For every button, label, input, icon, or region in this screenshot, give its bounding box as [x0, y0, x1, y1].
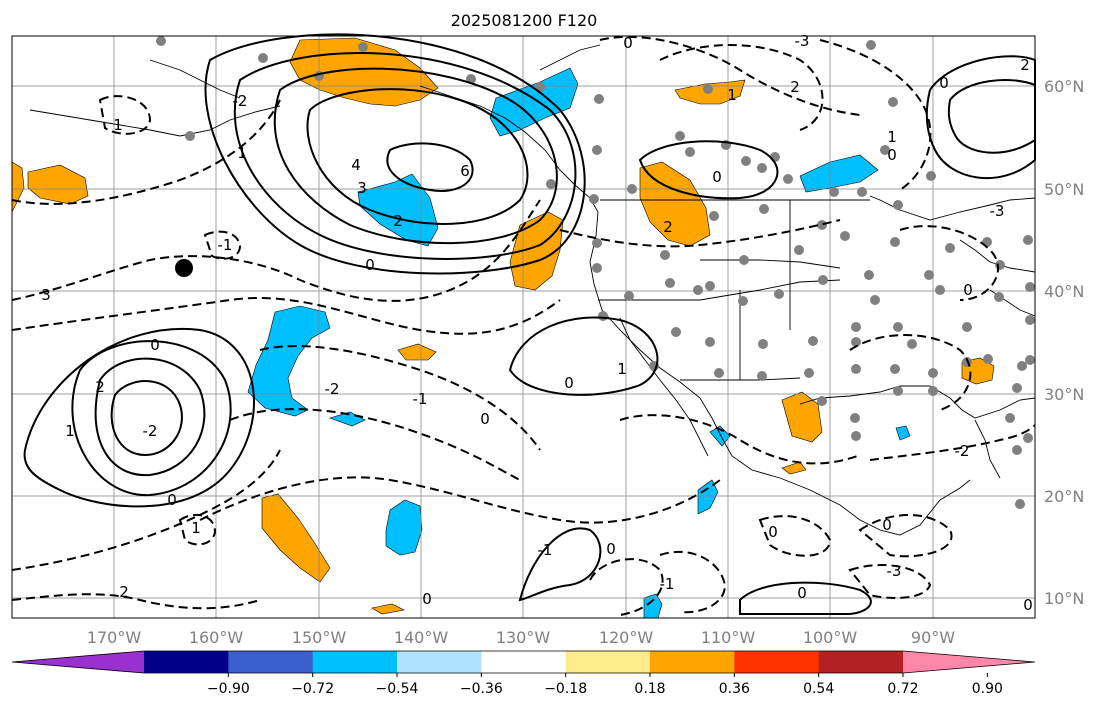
- contour-label: 1: [617, 360, 627, 378]
- colorbar-segment: [481, 651, 567, 673]
- lon-label: 140°W: [394, 628, 449, 647]
- colorbar-tick-label: 0.36: [719, 681, 750, 697]
- lat-label: 30°N: [1044, 385, 1084, 404]
- contour-label: 0: [167, 491, 177, 509]
- contour-label: 0: [882, 516, 892, 534]
- contour-label: 0: [712, 168, 722, 186]
- contour-label: 0: [606, 540, 616, 558]
- colorbar-tick-label: 0.72: [887, 681, 918, 697]
- lat-label: 40°N: [1044, 282, 1084, 301]
- colorbar-segment: [397, 651, 482, 673]
- colorbar-tick-label: −0.90: [207, 681, 250, 697]
- colorbar-tick-label: −0.36: [460, 681, 503, 697]
- contour-label: 1: [65, 422, 75, 440]
- contour-label: 2: [95, 378, 105, 396]
- latitude-labels: 60°N 50°N 40°N 30°N 20°N 10°N: [1044, 77, 1084, 608]
- colorbar-tick-label: 0.18: [634, 681, 665, 697]
- contour-labels: 0 -3 2 1 0 4 3 2 6 -2 1 -1 0 3 2 1 0 -2 …: [41, 32, 1033, 614]
- contour-label: -2: [955, 442, 970, 460]
- contour-label: -3: [990, 202, 1005, 220]
- contour-label: 0: [1023, 596, 1033, 614]
- colorbar-tick-label: 0.54: [803, 681, 834, 697]
- contour-label: -2: [325, 380, 340, 398]
- map-panel: 0 -3 2 1 0 4 3 2 6 -2 1 -1 0 3 2 1 0 -2 …: [11, 32, 1036, 619]
- lon-label: 130°W: [496, 628, 551, 647]
- contour-label: 0: [768, 523, 778, 541]
- contour-label: 0: [480, 410, 490, 428]
- contour-label: 3: [41, 286, 51, 304]
- lat-label: 50°N: [1044, 180, 1084, 199]
- colorbar-segment: [734, 651, 820, 673]
- contour-label: 3: [357, 179, 367, 197]
- dashed-contours: [11, 35, 1036, 616]
- contour-label: -1: [218, 236, 233, 254]
- colorbar: −0.90 −0.72 −0.54 −0.36 −0.18 0.18 0.36 0.54 0.7…: [11, 650, 1036, 697]
- lon-label: 150°W: [292, 628, 347, 647]
- contour-label: 2: [790, 78, 800, 96]
- contour-label: 0: [939, 74, 949, 92]
- contour-label: 0: [564, 374, 574, 392]
- colorbar-segment: [228, 651, 314, 673]
- contour-label: 0: [422, 590, 432, 608]
- contour-label: -2: [143, 422, 158, 440]
- lat-label: 60°N: [1044, 77, 1084, 96]
- map-title: 2025081200 F120: [451, 11, 598, 30]
- colorbar-tick-label: −0.18: [544, 681, 587, 697]
- contour-label: -3: [795, 32, 810, 50]
- contour-label: 4: [351, 156, 361, 174]
- negative-anomaly-shading: [247, 67, 911, 619]
- colorbar-segment: [650, 651, 735, 673]
- contour-label: 0: [150, 336, 160, 354]
- colorbar-tick-label: 0.90: [972, 681, 1003, 697]
- colorbar-segment: [312, 651, 398, 673]
- contour-label: 2: [663, 218, 673, 236]
- contour-label: 0: [797, 584, 807, 602]
- location-marker: [175, 259, 193, 277]
- station-dots: [156, 36, 1035, 509]
- contour-label: -1: [538, 541, 553, 559]
- solid-contours: [23, 33, 1036, 615]
- lon-label: 160°W: [189, 628, 244, 647]
- contour-label: 0: [963, 281, 973, 299]
- contour-label: 2: [119, 583, 129, 601]
- contour-label: 0: [365, 256, 375, 274]
- contour-label: 2: [1020, 56, 1030, 74]
- lat-label: 20°N: [1044, 487, 1084, 506]
- colorbar-extension-low: [12, 651, 144, 673]
- lat-label: 10°N: [1044, 589, 1084, 608]
- colorbar-tick-label: −0.54: [376, 681, 419, 697]
- contour-label: 1: [887, 128, 897, 146]
- lon-label: 120°W: [599, 628, 654, 647]
- contour-label: 1: [237, 144, 247, 162]
- contour-label: -3: [887, 562, 902, 580]
- contour-label: -1: [413, 390, 428, 408]
- colorbar-segment: [818, 651, 904, 673]
- longitude-labels: 170°W 160°W 150°W 140°W 130°W 120°W 110°…: [87, 628, 955, 647]
- contour-label: 1: [113, 116, 123, 134]
- lon-label: 90°W: [911, 628, 955, 647]
- contour-label: 0: [887, 146, 897, 164]
- colorbar-outline: [11, 650, 1036, 674]
- contour-label: 6: [460, 162, 470, 180]
- colorbar-segment: [144, 651, 229, 673]
- lon-label: 100°W: [803, 628, 858, 647]
- colorbar-segment: [565, 651, 651, 673]
- contour-label: 1: [727, 86, 737, 104]
- contour-label: -1: [660, 575, 675, 593]
- lon-label: 170°W: [87, 628, 142, 647]
- map-frame: [11, 35, 1036, 619]
- colorbar-extension-high: [903, 651, 1035, 673]
- contour-label: 0: [623, 34, 633, 52]
- contour-label: -2: [233, 92, 248, 110]
- colorbar-tick-label: −0.72: [291, 681, 334, 697]
- contour-label: 1: [191, 519, 201, 537]
- lon-label: 110°W: [701, 628, 756, 647]
- contour-label: 2: [393, 212, 403, 230]
